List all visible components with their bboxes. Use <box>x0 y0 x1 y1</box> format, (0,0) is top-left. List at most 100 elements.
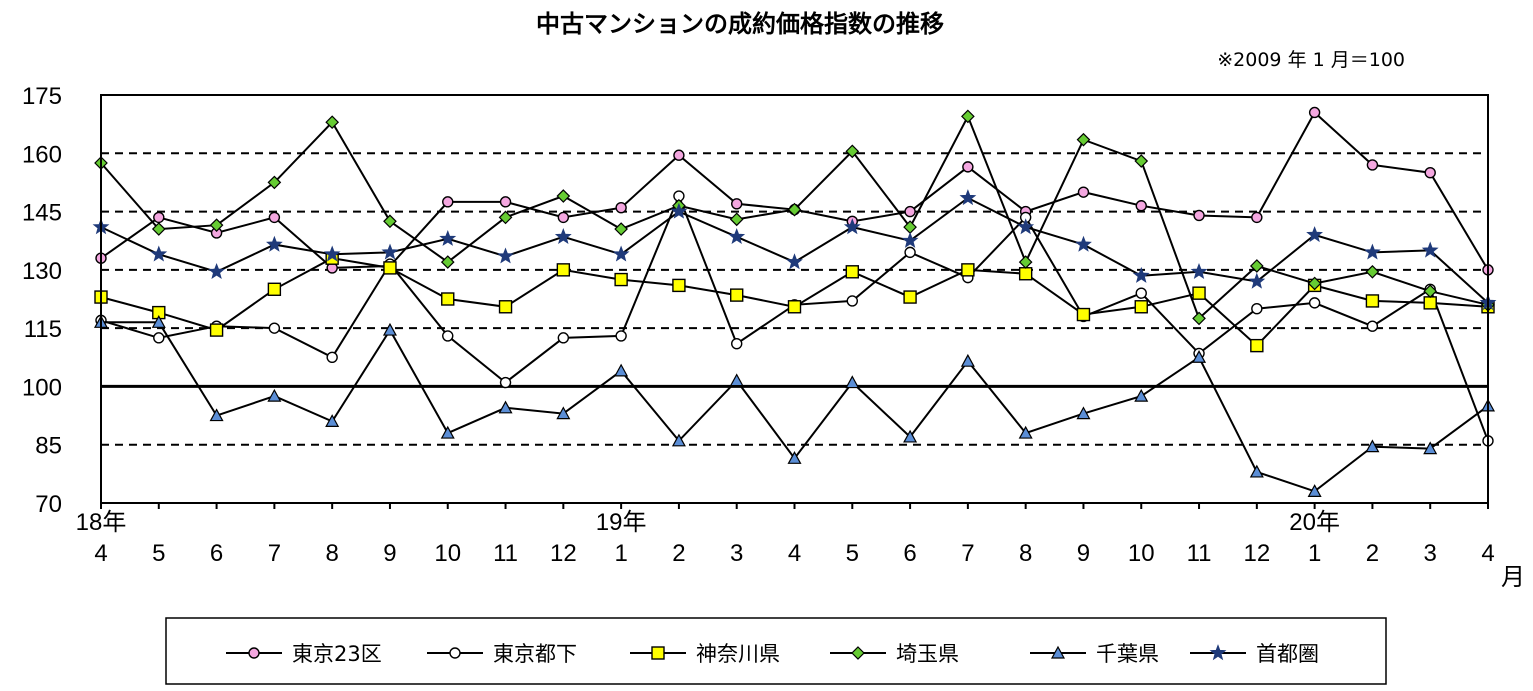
y-tick-label: 175 <box>22 83 62 110</box>
data-point <box>151 315 166 328</box>
index-base-note: ※2009 年 1 月＝100 <box>1217 49 1405 71</box>
y-tick-label: 145 <box>22 200 62 227</box>
data-point <box>267 388 282 402</box>
legend-label: 東京23区 <box>292 642 382 666</box>
data-point <box>786 253 803 270</box>
legend-label: 首都圏 <box>1256 642 1319 666</box>
data-point <box>449 647 461 659</box>
data-point <box>268 211 281 224</box>
data-point <box>787 451 802 464</box>
legend-box <box>165 617 1387 685</box>
data-point <box>1365 264 1380 279</box>
data-point <box>1423 441 1438 455</box>
data-point <box>651 646 665 660</box>
data-point <box>1192 350 1207 363</box>
data-point <box>1249 464 1264 478</box>
x-tick-label: 5 <box>152 540 165 567</box>
data-point <box>845 144 860 159</box>
data-point <box>1192 311 1206 326</box>
data-point <box>209 218 224 233</box>
legend: 東京23区 東京都下 神奈川県 埼玉県 千葉県 首都圏 <box>165 617 1387 685</box>
data-point <box>787 300 802 314</box>
data-point <box>904 246 916 259</box>
data-point <box>209 323 224 337</box>
series-group <box>92 106 1497 497</box>
data-point <box>323 245 341 262</box>
data-point <box>1076 406 1091 420</box>
data-point <box>153 211 165 224</box>
x-tick-label: 11 <box>493 540 518 567</box>
y-axis: 175 160 145 130 115 100 85 70 <box>22 83 62 518</box>
data-point <box>961 109 975 124</box>
data-point <box>1308 297 1321 309</box>
series-line <box>100 114 1489 321</box>
month-unit-label: 月 <box>1501 564 1525 591</box>
x-tick-label: 6 <box>210 540 223 567</box>
data-point <box>1076 132 1091 147</box>
data-point <box>1018 255 1033 269</box>
data-point <box>615 330 627 342</box>
x-tick-label: 4 <box>788 540 801 567</box>
data-point <box>499 376 512 389</box>
data-point <box>961 263 975 277</box>
data-point <box>729 212 744 227</box>
data-point <box>1076 307 1091 322</box>
y-tick-label: 85 <box>35 433 62 460</box>
chart-title: 中古マンションの成約価格指数の推移 <box>536 10 944 38</box>
data-point <box>1134 154 1149 168</box>
data-point <box>903 429 918 443</box>
data-point <box>1017 218 1035 235</box>
data-point <box>1365 439 1380 453</box>
data-point <box>1134 300 1148 314</box>
x-tick-label: 2 <box>1366 540 1379 567</box>
year-label: 18年 <box>76 509 127 536</box>
data-point <box>1307 276 1322 291</box>
x-tick-label: 3 <box>1424 540 1437 567</box>
data-point <box>1423 296 1437 310</box>
year-label: 20年 <box>1289 509 1340 536</box>
data-point <box>382 322 397 336</box>
data-point <box>1366 320 1379 332</box>
data-point <box>670 202 688 219</box>
data-point <box>439 229 457 246</box>
data-point <box>612 245 630 262</box>
data-point <box>615 201 627 214</box>
data-point <box>498 210 513 225</box>
data-point <box>556 406 571 420</box>
data-point <box>440 255 455 269</box>
data-point <box>1018 267 1033 281</box>
series-line <box>100 110 1489 271</box>
x-tick-label: 10 <box>1128 540 1155 567</box>
data-point <box>614 222 628 236</box>
data-point <box>153 332 165 344</box>
data-point <box>1248 272 1266 289</box>
legend-item: 埼玉県 <box>830 642 959 666</box>
data-point <box>904 205 916 218</box>
data-point <box>498 400 513 414</box>
data-point <box>1190 262 1208 279</box>
data-point <box>1421 241 1439 258</box>
data-point <box>672 278 686 293</box>
data-point <box>498 300 513 314</box>
legend-label: 埼玉県 <box>896 642 959 666</box>
data-point <box>248 647 260 659</box>
series-3 <box>94 251 1495 353</box>
series-line <box>101 321 1489 493</box>
data-point <box>731 198 743 210</box>
x-tick-label: 4 <box>94 540 107 567</box>
data-point <box>325 414 340 427</box>
data-point <box>728 227 746 244</box>
data-point <box>325 115 340 130</box>
y-tick-label: 100 <box>22 374 62 401</box>
data-point <box>671 433 686 447</box>
data-point <box>1251 211 1263 224</box>
data-point <box>1135 200 1147 212</box>
x-tick-label: 9 <box>1077 540 1090 567</box>
data-point <box>1134 388 1149 402</box>
y-tick-label: 130 <box>22 258 62 285</box>
data-point <box>901 231 919 248</box>
data-point <box>557 211 570 224</box>
data-point <box>1306 226 1323 243</box>
